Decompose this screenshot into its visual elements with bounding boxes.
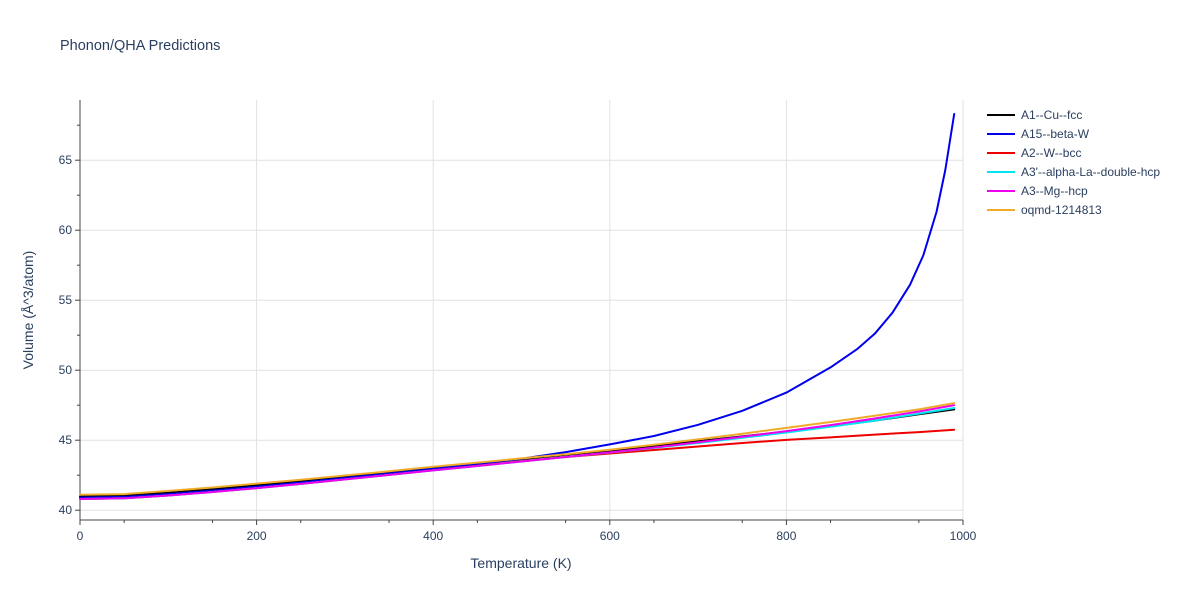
x-tick-label: 0 bbox=[77, 529, 84, 543]
series-line-5 bbox=[79, 402, 956, 496]
legend-item-4[interactable]: A3--Mg--hcp bbox=[987, 184, 1088, 198]
x-tick-label: 600 bbox=[600, 529, 620, 543]
legend-item-1[interactable]: A15--beta-W bbox=[987, 127, 1090, 141]
legend-item-5[interactable]: oqmd-1214813 bbox=[987, 203, 1102, 217]
legend[interactable]: A1--Cu--fcc A15--beta-W A2--W--bcc A3'--alp… bbox=[987, 108, 1160, 217]
legend-label: A3--Mg--hcp bbox=[1021, 184, 1088, 198]
y-axis-ticks: 40 45 50 55 60 65 bbox=[59, 124, 80, 517]
y-tick-label: 45 bbox=[59, 433, 73, 447]
y-tick-label: 50 bbox=[59, 363, 73, 377]
series-layer bbox=[79, 113, 956, 500]
y-tick-label: 65 bbox=[59, 153, 73, 167]
y-axis-title: Volume (Å^3/atom) bbox=[20, 251, 36, 370]
x-axis-ticks: 0 200 400 600 800 1000 bbox=[77, 520, 977, 543]
chart-title: Phonon/QHA Predictions bbox=[60, 38, 220, 54]
axes bbox=[79, 100, 963, 521]
legend-label: A15--beta-W bbox=[1021, 127, 1090, 141]
x-axis-title: Temperature (K) bbox=[470, 555, 571, 571]
series-line-1 bbox=[79, 113, 956, 499]
series-line-3 bbox=[79, 407, 956, 500]
grid-lines bbox=[80, 100, 964, 520]
series-line-4 bbox=[79, 404, 956, 500]
legend-label: A1--Cu--fcc bbox=[1021, 108, 1082, 122]
y-tick-label: 60 bbox=[59, 223, 73, 237]
y-tick-label: 40 bbox=[59, 503, 73, 517]
legend-item-0[interactable]: A1--Cu--fcc bbox=[987, 108, 1082, 122]
legend-label: A3'--alpha-La--double-hcp bbox=[1021, 165, 1160, 179]
y-tick-label: 55 bbox=[59, 293, 73, 307]
x-tick-label: 400 bbox=[423, 529, 443, 543]
legend-item-3[interactable]: A3'--alpha-La--double-hcp bbox=[987, 165, 1160, 179]
legend-label: oqmd-1214813 bbox=[1021, 203, 1102, 217]
x-tick-label: 1000 bbox=[950, 529, 977, 543]
x-tick-label: 200 bbox=[247, 529, 267, 543]
x-tick-label: 800 bbox=[776, 529, 796, 543]
legend-label: A2--W--bcc bbox=[1021, 146, 1081, 160]
legend-item-2[interactable]: A2--W--bcc bbox=[987, 146, 1081, 160]
